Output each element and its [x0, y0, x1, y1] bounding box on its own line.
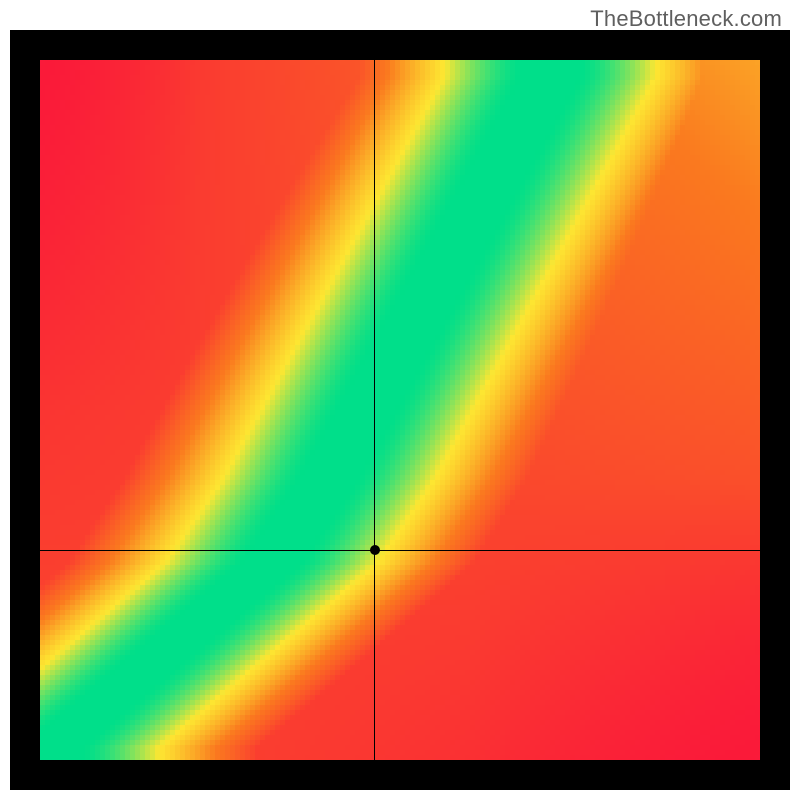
crosshair-vertical: [374, 60, 375, 760]
heatmap-canvas: [40, 60, 760, 760]
crosshair-horizontal: [40, 550, 760, 551]
crosshair-marker: [370, 545, 380, 555]
chart-container: TheBottleneck.com: [0, 0, 800, 800]
watermark: TheBottleneck.com: [590, 6, 782, 32]
